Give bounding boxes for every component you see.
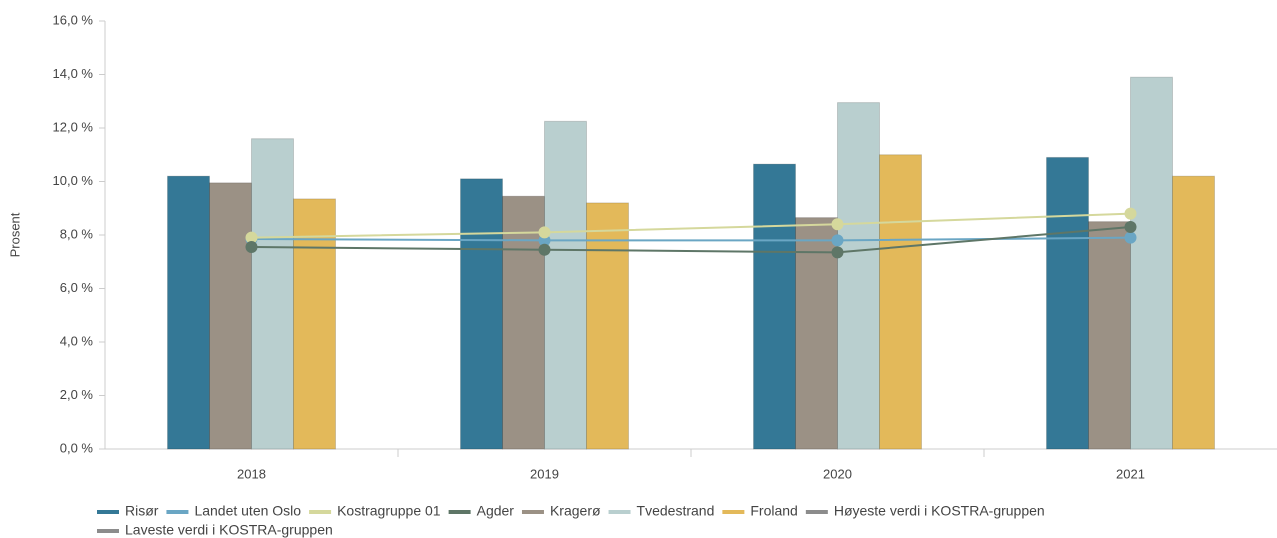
x-tick-label: 2020: [823, 466, 852, 481]
y-tick-label: 2,0 %: [60, 387, 94, 402]
y-tick-label: 12,0 %: [53, 119, 94, 134]
y-tick-label: 6,0 %: [60, 280, 94, 295]
bar: [1130, 76, 1173, 450]
bar: [460, 178, 503, 450]
legend-item: Laveste verdi i KOSTRA-gruppen: [97, 522, 333, 538]
legend-label: Froland: [750, 503, 797, 519]
bar: [1046, 156, 1089, 450]
legend-label: Tvedestrand: [637, 503, 715, 519]
y-tick-label: 0,0 %: [60, 440, 94, 455]
legend-item: Landet uten Oslo: [166, 503, 301, 519]
line-point: [831, 246, 844, 259]
y-tick-label: 10,0 %: [53, 173, 94, 188]
legend-label: Høyeste verdi i KOSTRA-gruppen: [834, 503, 1045, 519]
legend-item: Kostragruppe 01: [309, 503, 441, 519]
legend-label: Landet uten Oslo: [194, 503, 301, 519]
x-tick-label: 2021: [1116, 466, 1145, 481]
bar: [837, 102, 880, 450]
line-point: [831, 218, 844, 231]
bar: [879, 154, 922, 450]
x-tick-label: 2018: [237, 466, 266, 481]
line-point: [245, 241, 258, 254]
line: [251, 225, 1131, 254]
legend-label: Agder: [477, 503, 515, 519]
y-tick-label: 14,0 %: [53, 66, 94, 81]
line-point: [831, 234, 844, 247]
bar: [1088, 221, 1131, 450]
bar: [209, 182, 252, 450]
bar: [586, 202, 629, 450]
y-tick-label: 4,0 %: [60, 333, 94, 348]
line-point: [1124, 207, 1137, 220]
bar: [753, 163, 796, 450]
bar: [1172, 175, 1215, 450]
legend-label: Kostragruppe 01: [337, 503, 441, 519]
line-point: [245, 231, 258, 244]
legend-label: Laveste verdi i KOSTRA-gruppen: [125, 522, 333, 538]
y-tick-label: 16,0 %: [53, 12, 94, 27]
y-axis-title: Prosent: [7, 212, 22, 257]
line-point: [538, 243, 551, 256]
legend-item: Høyeste verdi i KOSTRA-gruppen: [805, 503, 1045, 519]
legend-label: Risør: [125, 503, 159, 519]
line-point: [1124, 231, 1137, 244]
bar: [502, 195, 545, 450]
legend-label: Kragerø: [550, 503, 601, 519]
y-tick-label: 8,0 %: [60, 226, 94, 241]
line-point: [1124, 220, 1137, 233]
bar: [293, 198, 336, 450]
line: [251, 212, 1131, 239]
line-point: [538, 226, 551, 239]
legend-item: Kragerø: [521, 503, 601, 519]
legend-item: Froland: [722, 503, 798, 519]
bar: [544, 120, 587, 450]
legend-item: Agder: [448, 503, 515, 519]
bar: [167, 175, 210, 450]
bar: [251, 138, 294, 450]
legend-item: Tvedestrand: [608, 503, 715, 519]
legend-item: Risør: [97, 503, 159, 519]
x-tick-label: 2019: [530, 466, 559, 481]
